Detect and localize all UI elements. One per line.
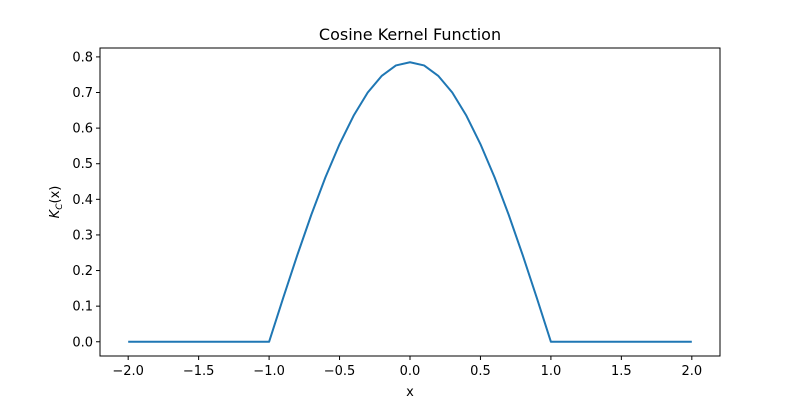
x-tick-label: 2.0 — [681, 364, 702, 379]
chart-title: Cosine Kernel Function — [319, 25, 501, 44]
y-tick-label: 0.4 — [72, 193, 93, 208]
plot-area — [99, 47, 721, 357]
y-tick-label: 0.1 — [72, 300, 93, 315]
y-axis-label-subscript: C — [55, 203, 65, 210]
y-tick-label: 0.7 — [72, 86, 93, 101]
y-axis: 0.0 0.1 0.2 0.3 0.4 0.5 0.6 0.7 0.8 — [72, 50, 100, 350]
x-tick-label: 1.5 — [611, 364, 632, 379]
y-tick-label: 0.3 — [72, 228, 93, 243]
x-tick-label: −0.5 — [324, 364, 356, 379]
x-tick-label: −1.0 — [253, 364, 285, 379]
x-axis: −2.0 −1.5 −1.0 −0.5 0.0 0.5 1.0 1.5 2.0 — [112, 356, 702, 379]
x-tick-label: 0.5 — [470, 364, 491, 379]
x-tick-label: 0.0 — [400, 364, 421, 379]
series-layer — [128, 61, 692, 343]
x-tick-label: −2.0 — [112, 364, 144, 379]
x-tick-label: −1.5 — [183, 364, 215, 379]
y-tick-label: 0.6 — [72, 122, 93, 137]
y-tick-label: 0.0 — [72, 335, 93, 350]
y-axis-label-arg: (x) — [48, 186, 63, 204]
x-axis-label: x — [406, 385, 414, 400]
y-tick-label: 0.5 — [72, 157, 93, 172]
y-tick-label: 0.2 — [72, 264, 93, 279]
y-axis-label: KC(x) — [48, 186, 65, 219]
kernel-curve-line — [128, 61, 692, 343]
y-axis-label-base: K — [48, 208, 63, 218]
plot-background — [100, 48, 720, 356]
x-tick-label: 1.0 — [541, 364, 562, 379]
y-tick-label: 0.8 — [72, 50, 93, 65]
